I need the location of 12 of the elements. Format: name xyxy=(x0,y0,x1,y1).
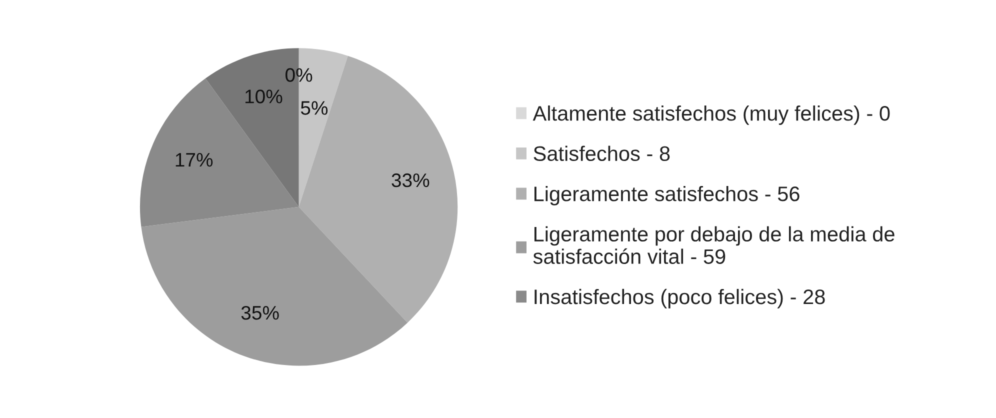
data-label: 5% xyxy=(300,101,328,115)
legend-label: Ligeramente por debajo de la media de satisfacción vital - 59 xyxy=(533,226,894,264)
text: 0% xyxy=(286,68,312,82)
data-label: 33% xyxy=(392,173,430,188)
legend-label: Satisfechos - 8 xyxy=(534,146,670,162)
pie-slice xyxy=(141,206,408,366)
legend-label: Ligeramente satisfechos - 56 xyxy=(534,186,800,206)
legend-label: Insatisfechos (poco felices) - 28 xyxy=(534,288,825,308)
legend-label: Altamente satisfechos (muy felices) - 0 xyxy=(532,105,890,125)
data-label: 10% xyxy=(245,90,282,104)
data-label: 17% xyxy=(176,153,213,167)
data-label: 35% xyxy=(241,306,279,320)
